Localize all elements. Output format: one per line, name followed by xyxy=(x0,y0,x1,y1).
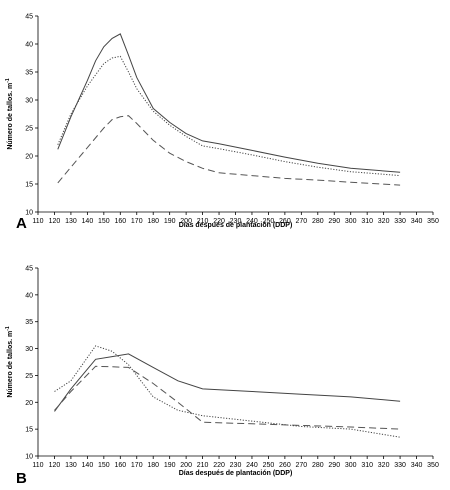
x-tick-label: 220 xyxy=(213,462,225,469)
x-tick-label: 240 xyxy=(246,218,258,225)
x-tick-label: 150 xyxy=(98,218,110,225)
x-tick-label: 270 xyxy=(295,462,307,469)
x-tick-label: 320 xyxy=(378,218,390,225)
x-axis-label: Días después de plantación (DDP) xyxy=(179,470,293,477)
x-tick-label: 200 xyxy=(180,462,192,469)
y-axis-label-superscript: -1 xyxy=(5,78,11,83)
y-tick-label: 45 xyxy=(25,266,33,273)
x-tick-label: 210 xyxy=(197,218,209,225)
y-tick-label: 10 xyxy=(25,454,33,461)
series-line-solid xyxy=(57,33,401,173)
y-tick-label: 30 xyxy=(25,98,33,105)
x-tick-label: 140 xyxy=(82,218,94,225)
y-tick-label: 15 xyxy=(25,182,33,189)
x-tick-label: 340 xyxy=(411,462,423,469)
x-tick-label: 350 xyxy=(427,462,439,469)
y-tick-label: 10 xyxy=(25,210,33,217)
x-tick-label: 290 xyxy=(328,218,340,225)
x-tick-label: 240 xyxy=(246,462,258,469)
x-tick-label: 250 xyxy=(263,218,275,225)
x-tick-label: 160 xyxy=(114,462,126,469)
y-tick-label: 35 xyxy=(25,319,33,326)
x-tick-label: 300 xyxy=(345,462,357,469)
x-tick-label: 310 xyxy=(361,218,373,225)
y-axis-label-main: Número de tallos. m xyxy=(7,331,14,398)
x-axis-label: Días después de plantación (DDP) xyxy=(179,222,293,229)
x-tick-label: 310 xyxy=(361,462,373,469)
y-tick-label: 35 xyxy=(25,70,33,77)
y-tick-label: 25 xyxy=(25,373,33,380)
x-tick-label: 260 xyxy=(279,218,291,225)
panel-label-a: A xyxy=(16,215,27,232)
x-tick-label: 220 xyxy=(213,218,225,225)
series-line-solid xyxy=(54,353,401,412)
y-tick-label: 40 xyxy=(25,42,33,49)
panel-label-b: B xyxy=(16,470,27,487)
x-tick-label: 110 xyxy=(32,218,43,225)
series-line-dashed xyxy=(54,365,401,430)
x-tick-label: 270 xyxy=(295,218,307,225)
y-tick-label: 25 xyxy=(25,126,33,133)
y-axis-label-superscript: -1 xyxy=(5,326,11,331)
y-tick-label: 20 xyxy=(25,400,33,407)
y-tick-label: 15 xyxy=(25,427,33,434)
x-tick-label: 130 xyxy=(65,462,77,469)
chart-panel-b: B 10 15 20 25 30 35 40 45 110 120 130 140 150 160 170 1… xyxy=(5,266,439,488)
x-tick-label: 350 xyxy=(427,218,439,225)
x-tick-label: 300 xyxy=(345,218,357,225)
y-tick-label: 30 xyxy=(25,346,33,353)
x-tick-label: 190 xyxy=(164,218,176,225)
series-line-dotted xyxy=(57,55,401,177)
x-tick-label: 130 xyxy=(65,218,77,225)
chart-panel-a: A 10 15 20 25 30 35 40 45 110 120 130 140 150 160 170 1… xyxy=(5,14,439,233)
y-tick-label: 40 xyxy=(25,292,33,299)
x-tick-label: 290 xyxy=(328,462,340,469)
x-tick-label: 230 xyxy=(230,218,242,225)
x-tick-label: 110 xyxy=(32,462,43,469)
series-line-dashed xyxy=(57,115,401,186)
y-tick-label: 20 xyxy=(25,154,33,161)
x-tick-label: 280 xyxy=(312,462,324,469)
x-tick-label: 250 xyxy=(263,462,275,469)
x-tick-label: 210 xyxy=(197,462,209,469)
x-tick-label: 170 xyxy=(131,218,143,225)
x-tick-label: 280 xyxy=(312,218,324,225)
x-tick-label: 330 xyxy=(394,462,406,469)
x-tick-label: 320 xyxy=(378,462,390,469)
x-tick-label: 200 xyxy=(180,218,192,225)
x-tick-label: 230 xyxy=(230,462,242,469)
x-tick-label: 120 xyxy=(49,462,61,469)
x-tick-label: 150 xyxy=(98,462,110,469)
x-tick-label: 160 xyxy=(114,218,126,225)
x-tick-label: 330 xyxy=(394,218,406,225)
x-tick-label: 120 xyxy=(49,218,61,225)
y-tick-label: 45 xyxy=(25,14,33,21)
x-tick-label: 260 xyxy=(279,462,291,469)
y-axis-label: Número de tallos. m-1 xyxy=(5,78,14,150)
x-tick-label: 170 xyxy=(131,462,143,469)
x-tick-label: 190 xyxy=(164,462,176,469)
x-tick-label: 340 xyxy=(411,218,423,225)
series-line-dotted xyxy=(54,345,401,438)
y-axis-label-main: Número de tallos. m xyxy=(7,83,14,150)
x-tick-label: 180 xyxy=(147,218,159,225)
x-tick-label: 180 xyxy=(147,462,159,469)
x-tick-label: 140 xyxy=(82,462,94,469)
y-axis-label: Número de tallos. m-1 xyxy=(5,326,14,398)
